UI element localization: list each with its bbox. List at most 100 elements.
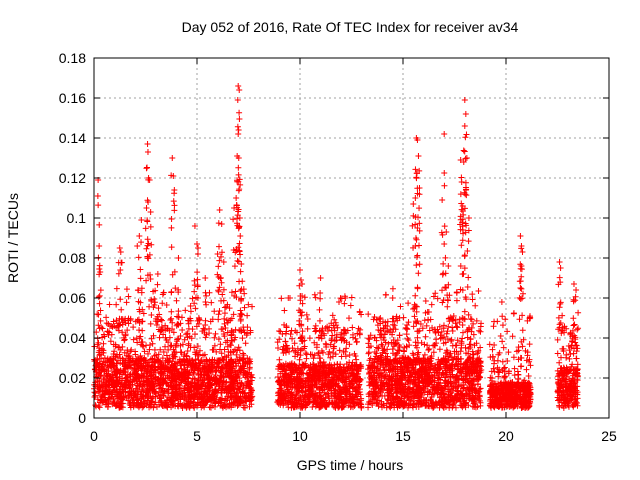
data-point <box>232 374 239 381</box>
data-point <box>158 317 165 324</box>
data-point <box>159 388 166 395</box>
data-point <box>346 359 353 366</box>
data-point <box>306 377 313 384</box>
data-point <box>224 301 231 308</box>
data-point <box>191 382 198 389</box>
data-point <box>277 402 284 409</box>
data-point <box>519 327 526 334</box>
data-point <box>118 395 125 402</box>
data-point <box>168 382 175 389</box>
data-point <box>156 334 163 341</box>
data-point <box>389 285 396 292</box>
data-point <box>226 305 233 312</box>
data-point <box>328 337 335 344</box>
data-point <box>200 401 207 408</box>
data-point <box>126 384 133 391</box>
data-point <box>201 351 208 358</box>
data-point <box>330 349 337 356</box>
data-point <box>105 368 112 375</box>
data-point <box>312 392 319 399</box>
data-point <box>502 316 509 323</box>
data-point <box>112 343 119 350</box>
data-point <box>176 391 183 398</box>
data-point <box>222 339 229 346</box>
data-point <box>444 328 451 335</box>
data-point <box>99 346 106 353</box>
data-point <box>220 403 227 410</box>
data-point <box>188 388 195 395</box>
data-point <box>123 286 130 293</box>
data-point <box>140 381 147 388</box>
data-point <box>174 359 181 366</box>
data-point <box>109 391 116 398</box>
data-point <box>346 370 353 377</box>
data-point <box>168 342 175 349</box>
data-point <box>213 380 220 387</box>
data-point <box>104 363 111 370</box>
data-point <box>242 369 249 376</box>
data-point <box>97 317 104 324</box>
data-point <box>171 364 178 371</box>
data-point <box>232 288 239 295</box>
data-point <box>224 387 231 394</box>
data-point <box>117 367 124 374</box>
data-point <box>127 399 134 406</box>
data-point <box>148 372 155 379</box>
data-point <box>234 398 241 405</box>
data-point <box>445 323 452 330</box>
data-point <box>240 384 247 391</box>
data-point <box>312 294 319 301</box>
data-point <box>176 370 183 377</box>
data-point <box>404 335 411 342</box>
data-point <box>111 383 118 390</box>
data-point <box>510 310 517 317</box>
data-point <box>274 345 281 352</box>
data-point <box>96 352 103 359</box>
data-point <box>295 388 302 395</box>
data-point <box>499 358 506 365</box>
data-point <box>421 351 428 358</box>
data-point <box>345 363 352 370</box>
data-point <box>143 369 150 376</box>
data-point <box>152 299 159 306</box>
data-point <box>353 339 360 346</box>
data-point <box>196 394 203 401</box>
data-point <box>194 343 201 350</box>
data-point <box>109 372 116 379</box>
data-point <box>153 403 160 410</box>
data-point <box>140 343 147 350</box>
data-point <box>135 355 142 362</box>
data-point <box>246 364 253 371</box>
data-point <box>177 342 184 349</box>
data-point <box>219 395 226 402</box>
data-point <box>218 387 225 394</box>
data-point <box>309 404 316 411</box>
data-point <box>527 362 534 369</box>
data-point <box>165 346 172 353</box>
data-point <box>303 311 310 318</box>
data-point <box>225 348 232 355</box>
data-point <box>191 331 198 338</box>
data-point <box>186 359 193 366</box>
data-point <box>329 312 336 319</box>
data-point <box>178 349 185 356</box>
data-point <box>346 351 353 358</box>
data-point <box>227 341 234 348</box>
data-point <box>174 321 181 328</box>
data-point <box>148 363 155 370</box>
data-point <box>134 382 141 389</box>
data-point <box>242 374 249 381</box>
data-point <box>156 380 163 387</box>
data-point <box>185 340 192 347</box>
data-point <box>100 365 107 372</box>
data-point <box>130 358 137 365</box>
data-point <box>515 375 522 382</box>
data-point <box>340 348 347 355</box>
data-point <box>95 339 102 346</box>
data-point <box>207 399 214 406</box>
data-point <box>99 334 106 341</box>
data-point <box>511 365 518 372</box>
data-point <box>280 400 287 407</box>
data-point <box>209 346 216 353</box>
data-point <box>494 318 501 325</box>
